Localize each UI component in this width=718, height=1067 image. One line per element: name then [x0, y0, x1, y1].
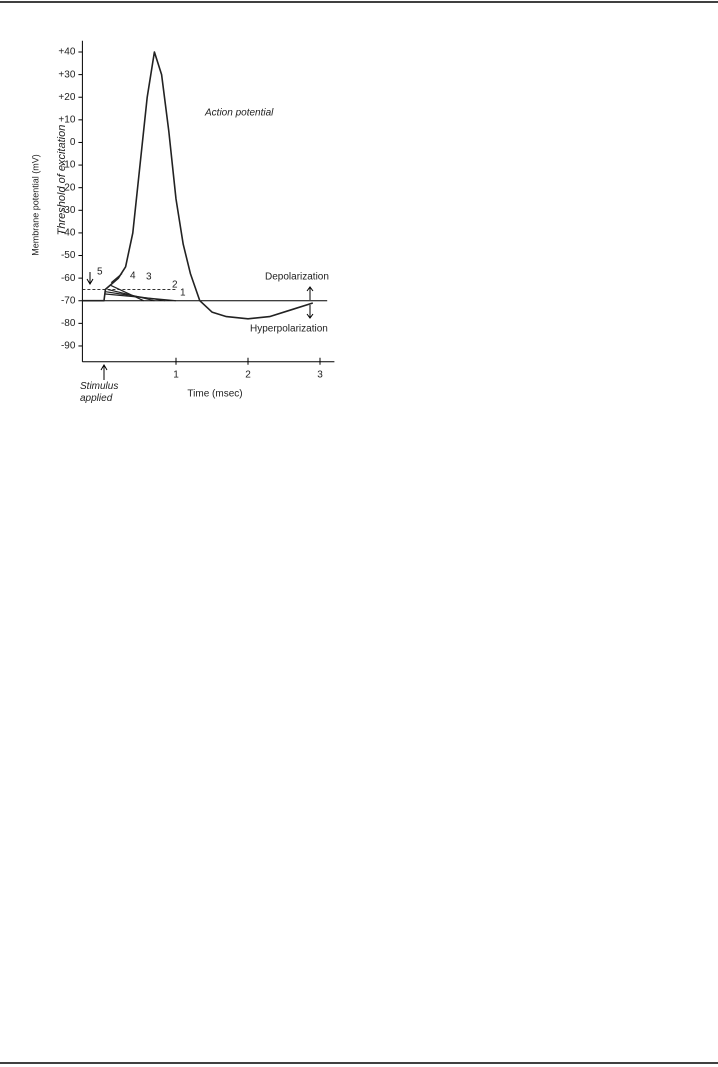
y-tick-label: -50 — [61, 250, 76, 261]
annotation: Stimulus applied — [80, 381, 118, 404]
series-label: 4 — [130, 271, 136, 282]
series-label: Action potential — [204, 108, 274, 119]
y-tick-label: -80 — [61, 318, 76, 329]
y-tick-label: -70 — [61, 295, 76, 306]
y-tick-label: -10 — [61, 160, 76, 171]
y-tick-label: +10 — [58, 114, 75, 125]
y-tick-label: -30 — [61, 205, 76, 216]
y-axis-label: Membrane potential (mV) — [30, 154, 40, 256]
series-line — [109, 284, 144, 302]
polarization-arrows — [306, 286, 314, 319]
x-tick-label: 2 — [245, 369, 251, 380]
y-tick-label: +20 — [58, 92, 75, 103]
x-axis-label: Time (msec) — [187, 389, 242, 400]
y-tick-label: -20 — [61, 182, 76, 193]
x-tick-label: 3 — [317, 369, 323, 380]
y-tick-label: -90 — [61, 341, 76, 352]
y-tick-label: 0 — [70, 137, 76, 148]
series-line — [110, 273, 123, 284]
annotation: Hyperpolarization — [250, 324, 328, 335]
series-label: 2 — [172, 280, 178, 291]
stimulus-arrow — [100, 364, 108, 380]
threshold-arrow — [86, 272, 94, 285]
y-tick-label: -40 — [61, 228, 76, 239]
annotation: Depolarization — [265, 272, 329, 283]
threshold-label: Threshold of excitation — [56, 125, 68, 236]
series-label: 1 — [180, 288, 186, 299]
series-label: 3 — [146, 272, 152, 283]
y-tick-label: -60 — [61, 273, 76, 284]
series-label: 5 — [97, 267, 103, 278]
y-tick-label: +30 — [58, 69, 75, 80]
y-tick-label: +40 — [58, 47, 75, 58]
x-tick-label: 1 — [173, 369, 179, 380]
